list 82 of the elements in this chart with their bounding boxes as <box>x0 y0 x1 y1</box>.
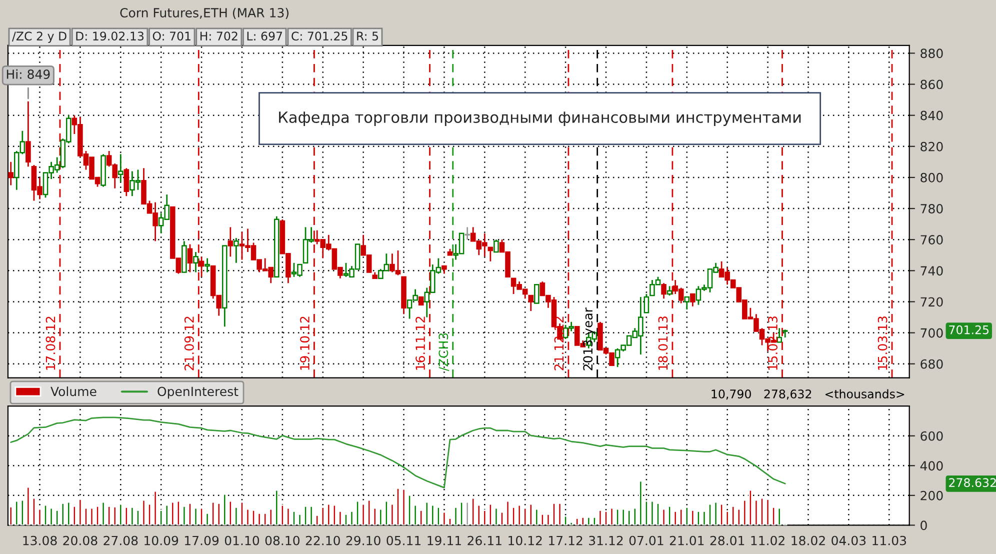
text: 10,790 <box>712 390 751 400</box>
x-tick-label: 17.12 <box>549 536 582 546</box>
text: D: 19.02.13 <box>76 32 144 41</box>
y-tick-label: 680 <box>920 359 943 369</box>
text: H: 702 <box>200 32 238 41</box>
annotation: Hi: 849 <box>6 69 50 79</box>
annotation: 15.03.13 <box>878 316 888 370</box>
y-tick-label: 880 <box>920 48 943 58</box>
text: O: 701 <box>152 32 190 41</box>
x-tick-label: 07.01 <box>629 536 664 546</box>
candlestick <box>8 161 14 186</box>
legend-label: Volume <box>50 386 96 396</box>
y-tick-label: 840 <box>920 110 943 120</box>
x-tick-label: 28.01 <box>710 536 744 546</box>
text: R: 5 <box>357 32 378 41</box>
candlestick <box>494 238 499 253</box>
y-tick-label: 780 <box>920 204 943 214</box>
candlestick <box>234 237 239 264</box>
annotation: Кафедра торговли производными финансовыми инструментами <box>279 112 801 126</box>
annotation: 21.09.12 <box>184 316 194 370</box>
y-tick-label: 200 <box>920 490 943 500</box>
candlestick <box>187 244 193 273</box>
candlestick <box>193 251 198 273</box>
x-tick-label: 26.11 <box>468 536 502 546</box>
x-tick-label: 17.09 <box>185 536 219 546</box>
candlestick <box>528 294 534 312</box>
x-tick-label: 01.10 <box>224 536 260 546</box>
candlestick <box>198 256 204 278</box>
y-tick-label: 720 <box>920 297 943 307</box>
candlestick <box>228 226 234 258</box>
candlestick <box>124 167 130 197</box>
x-tick-label: 19.11 <box>428 536 461 546</box>
y-tick-label: 860 <box>920 80 943 90</box>
chart-subtitle: /ZC 2 y D <box>12 32 66 43</box>
text: 278.632 <box>949 478 996 488</box>
y-tick-label: 820 <box>920 142 943 152</box>
x-tick-label: 11.02 <box>751 536 784 546</box>
text: 701.25 <box>949 325 989 334</box>
x-tick-label: 27.08 <box>104 536 138 546</box>
candlestick <box>666 285 672 296</box>
y-tick-label: 800 <box>920 172 943 182</box>
y-tick-label: 0 <box>920 520 927 530</box>
annotation: 19.10.12 <box>300 316 310 370</box>
y-tick-label: 760 <box>920 235 943 245</box>
candlestick <box>26 100 31 168</box>
x-tick-label: 18.02 <box>792 536 825 546</box>
annotation: 16.11.12 <box>416 316 426 370</box>
chart-title: Corn Futures,ETH (MAR 13) <box>120 8 288 19</box>
x-tick-label: 21.01 <box>670 536 704 546</box>
annotation: /ZCH3 <box>438 333 450 372</box>
annotation: 17.08.12 <box>46 316 56 370</box>
y-tick-label: 740 <box>920 266 943 276</box>
text: 278,632 <box>764 390 812 400</box>
annotation: 18.01.13 <box>658 316 668 370</box>
y-tick-label: 600 <box>920 431 943 441</box>
candlestick <box>661 282 666 300</box>
annotation: 2013 year <box>583 308 596 370</box>
candlestick <box>118 153 124 183</box>
x-tick-label: 08.10 <box>265 536 300 546</box>
candlestick <box>488 246 494 262</box>
legend-label: OpenInterest <box>158 386 238 399</box>
x-tick-label: 20.08 <box>63 536 98 546</box>
x-tick-label: 05.11 <box>386 536 421 546</box>
candlestick <box>204 258 210 273</box>
candlestick <box>534 284 540 304</box>
x-tick-label: 04.03 <box>832 536 866 546</box>
candlestick <box>644 293 650 314</box>
x-tick-label: 31.12 <box>589 536 623 546</box>
text: <thousands> <box>826 389 904 398</box>
candlestick <box>684 296 690 310</box>
y-tick-label: 700 <box>920 328 943 338</box>
y-tick-label: 400 <box>920 461 943 471</box>
x-tick-label: 29.10 <box>346 536 380 546</box>
text: L: 697 <box>247 32 282 41</box>
candlestick <box>690 293 696 308</box>
x-tick-label: 22.10 <box>306 536 340 546</box>
x-tick-label: 10.12 <box>508 536 542 546</box>
x-tick-label: 13.08 <box>23 536 57 546</box>
line-series <box>10 416 786 488</box>
x-tick-label: 10.09 <box>144 536 178 546</box>
x-tick-label: 11.03 <box>872 536 906 546</box>
text: C: 701.25 <box>292 32 348 41</box>
